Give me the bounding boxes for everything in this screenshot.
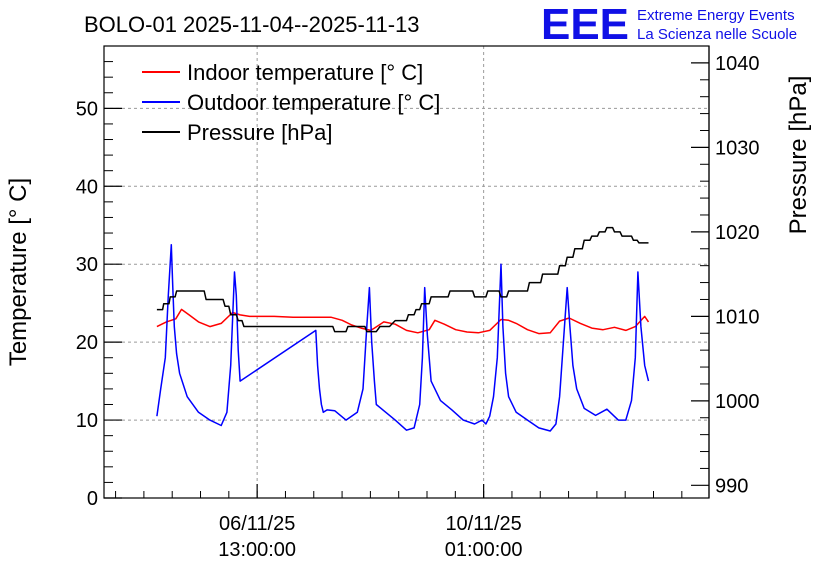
y2-tick-label: 1000 bbox=[715, 391, 760, 413]
y-tick-label: 40 bbox=[76, 176, 98, 198]
legend-label-outdoor: Outdoor temperature [° C] bbox=[187, 90, 440, 115]
y-tick-label: 10 bbox=[76, 410, 98, 432]
brand-line2: La Scienza nelle Scuole bbox=[637, 26, 797, 43]
y2-tick-label: 1040 bbox=[715, 53, 760, 75]
brand-line1: Extreme Energy Events bbox=[637, 7, 795, 24]
y-tick-label: 20 bbox=[76, 332, 98, 354]
legend-label-indoor: Indoor temperature [° C] bbox=[187, 60, 423, 85]
series-lines bbox=[156, 226, 650, 432]
x-tick-label-date: 06/11/25 bbox=[219, 513, 295, 535]
series-outdoor-temperature bbox=[156, 243, 650, 432]
y2-tick-label: 1020 bbox=[715, 222, 760, 244]
y-axis-title: Temperature [° C] bbox=[5, 178, 32, 366]
grid-lines bbox=[104, 46, 709, 498]
chart-title: BOLO-01 2025-11-04--2025-11-13 bbox=[84, 12, 420, 37]
y2-tick-label: 1010 bbox=[715, 306, 760, 328]
axes: 010203040509901000101010201030104006/11/… bbox=[76, 45, 760, 561]
x-tick-label-time: 13:00:00 bbox=[218, 539, 296, 561]
eee-logo: EEE bbox=[541, 0, 629, 49]
y2-axis-title: Pressure [hPa] bbox=[785, 76, 812, 235]
y-tick-label: 0 bbox=[87, 488, 98, 510]
x-tick-label-time: 01:00:00 bbox=[445, 539, 523, 561]
y2-tick-label: 1030 bbox=[715, 137, 760, 159]
series-pressure bbox=[156, 226, 649, 333]
y-tick-label: 50 bbox=[76, 98, 98, 120]
y2-tick-label: 990 bbox=[715, 475, 748, 497]
legend: Indoor temperature [° C] Outdoor tempera… bbox=[142, 60, 440, 145]
y-tick-label: 30 bbox=[76, 254, 98, 276]
x-tick-label-date: 10/11/25 bbox=[445, 513, 521, 535]
legend-label-pressure: Pressure [hPa] bbox=[187, 120, 333, 145]
